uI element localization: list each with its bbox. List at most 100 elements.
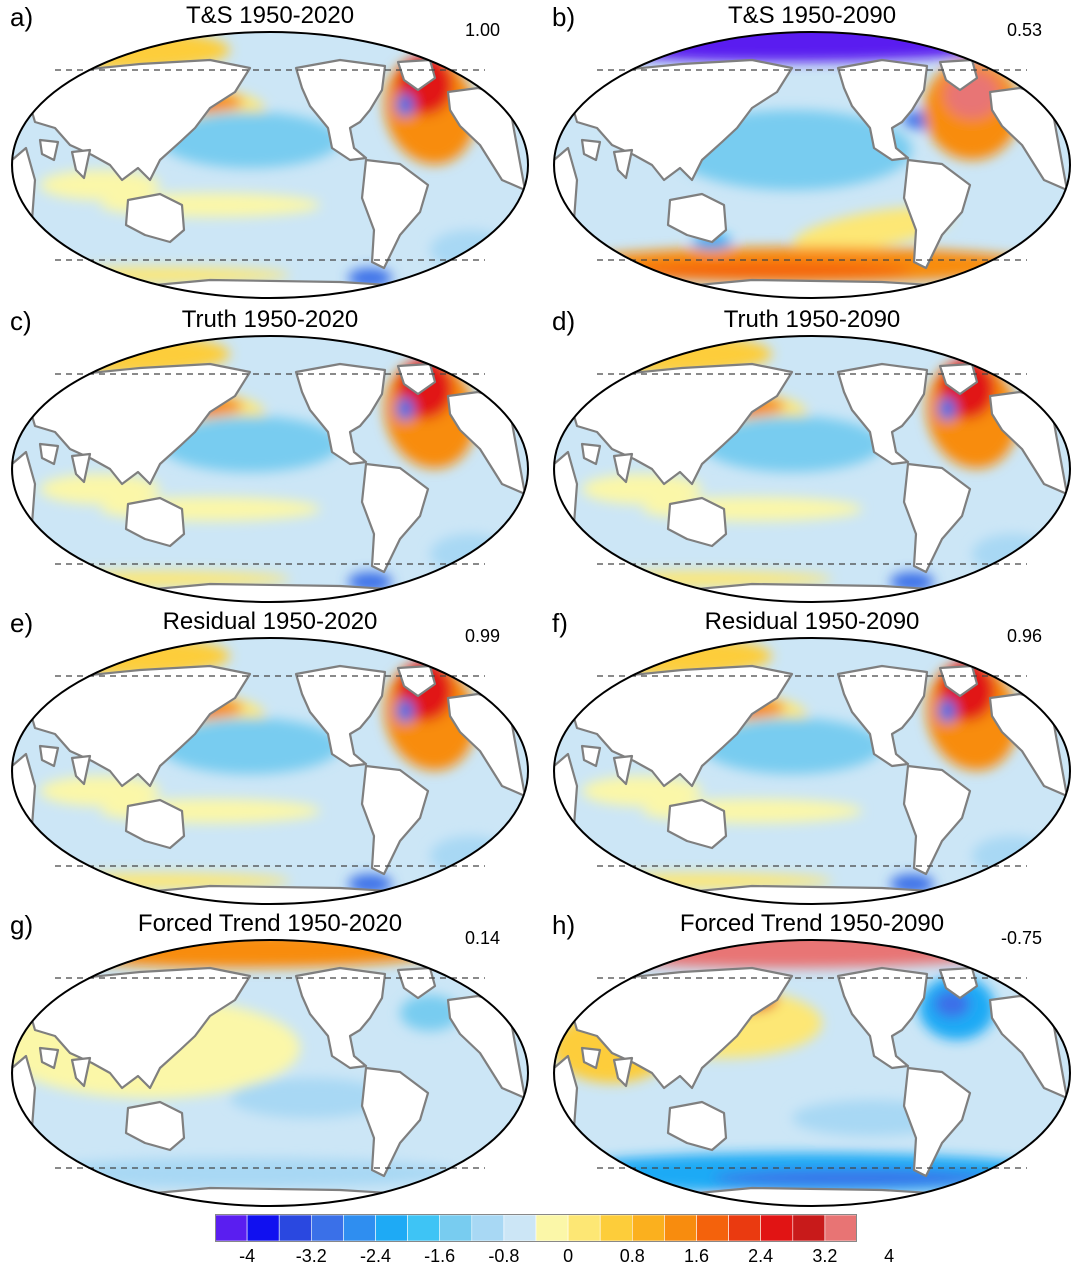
colorbar-tick-label: -0.8 bbox=[488, 1246, 520, 1266]
pattern-correlation: 0.53 bbox=[1006, 20, 1042, 40]
map-panel: a) T&S 1950-2020 1.00 bbox=[10, 2, 530, 302]
india-landmass bbox=[612, 754, 634, 786]
panel-title: Residual 1950-2090 bbox=[704, 608, 920, 635]
south-america-landmass bbox=[360, 158, 430, 270]
pattern-correlation: 0.14 bbox=[464, 928, 500, 948]
map-panel: c) Truth 1950-2020 bbox=[10, 306, 530, 606]
south-america-landmass bbox=[360, 462, 430, 574]
arabia-landmass bbox=[580, 1046, 602, 1070]
arabia-landmass bbox=[580, 442, 602, 466]
panel-letter: f) bbox=[552, 608, 568, 638]
panel-title: T&S 1950-2020 bbox=[185, 2, 355, 29]
world-map bbox=[11, 31, 529, 299]
pattern-correlation: -0.75 bbox=[1000, 928, 1042, 948]
panel-letter: e) bbox=[10, 608, 34, 638]
australia-landmass bbox=[124, 496, 186, 548]
panel-letter: a) bbox=[10, 2, 34, 32]
colorbar-swatch bbox=[407, 1214, 441, 1242]
colorbar-tick-label: -4 bbox=[239, 1246, 256, 1266]
north-america-landmass bbox=[836, 664, 929, 768]
india-landmass bbox=[70, 452, 92, 484]
panel-title: Forced Trend 1950-2090 bbox=[679, 910, 945, 937]
world-map bbox=[11, 637, 529, 905]
panel-letter: g) bbox=[10, 910, 34, 940]
map-border bbox=[553, 939, 1071, 1207]
arctic-red-patch bbox=[30, 639, 110, 663]
arabia-landmass bbox=[38, 442, 60, 466]
panel-title: Forced Trend 1950-2020 bbox=[137, 910, 403, 937]
colorbar-swatch bbox=[535, 1214, 569, 1242]
pattern-correlation: 0.96 bbox=[1006, 626, 1042, 646]
central-pacific-blue bbox=[160, 718, 340, 774]
map-panel: d) Truth 1950-2090 bbox=[552, 306, 1072, 606]
arabia-landmass bbox=[38, 138, 60, 162]
arctic-red-patch bbox=[30, 337, 110, 361]
map-panel: f) Residual 1950-2090 0.96 bbox=[552, 608, 1072, 908]
arctic-purple-band bbox=[554, 32, 1052, 62]
world-map bbox=[553, 637, 1071, 905]
colorbar-swatch bbox=[439, 1214, 473, 1242]
panel-title: Residual 1950-2020 bbox=[162, 608, 378, 635]
colorbar-swatch bbox=[696, 1214, 729, 1242]
panel-letter: c) bbox=[10, 306, 32, 336]
arctic-red-patch bbox=[30, 33, 110, 57]
map-border bbox=[553, 335, 1071, 603]
north-america-landmass bbox=[294, 362, 387, 466]
arabia-landmass bbox=[580, 138, 602, 162]
south-america-landmass bbox=[360, 764, 430, 876]
north-america-landmass bbox=[836, 58, 929, 162]
north-atlantic-blue bbox=[400, 995, 460, 1031]
southern-ocean-deep-blue bbox=[712, 1170, 992, 1186]
panel-letter: h) bbox=[552, 910, 576, 940]
greenland-landmass bbox=[938, 362, 979, 396]
colorbar-swatch bbox=[664, 1214, 697, 1242]
colorbar bbox=[215, 1214, 857, 1242]
indian-ocean-yellow bbox=[40, 776, 160, 806]
central-pacific-blue bbox=[702, 718, 882, 774]
arctic-pink-band bbox=[554, 940, 1042, 968]
south-america-landmass bbox=[902, 462, 972, 574]
indian-ocean-yellow bbox=[40, 170, 160, 200]
colorbar-swatch bbox=[760, 1214, 794, 1242]
panel-title: Truth 1950-2020 bbox=[181, 306, 359, 333]
south-america-landmass bbox=[902, 764, 972, 876]
colorbar-swatch bbox=[278, 1214, 312, 1242]
australia-landmass bbox=[666, 496, 728, 548]
indian-ocean-yellow bbox=[582, 474, 702, 504]
india-landmass bbox=[612, 1056, 634, 1088]
australia-landmass bbox=[124, 1100, 186, 1152]
north-america-landmass bbox=[294, 966, 387, 1070]
world-map bbox=[553, 939, 1071, 1207]
central-pacific-blue bbox=[702, 416, 882, 472]
colorbar-tick-label: 3.2 bbox=[812, 1246, 838, 1266]
central-pacific-blue bbox=[160, 112, 340, 168]
greenland-landmass bbox=[396, 58, 437, 92]
world-map bbox=[553, 31, 1071, 299]
map-border bbox=[11, 335, 529, 603]
colorbar-tick-label: 0.8 bbox=[619, 1246, 645, 1266]
greenland-landmass bbox=[938, 664, 979, 698]
central-pacific-blue bbox=[160, 416, 340, 472]
australia-landmass bbox=[124, 192, 186, 244]
panel-title: Truth 1950-2090 bbox=[723, 306, 901, 333]
greenland-landmass bbox=[396, 966, 437, 1000]
colorbar-tick-label: -2.4 bbox=[359, 1246, 392, 1266]
australia-landmass bbox=[666, 1100, 728, 1152]
greenland-landmass bbox=[396, 362, 437, 396]
colorbar-swatch bbox=[215, 1214, 248, 1242]
greenland-landmass bbox=[396, 664, 437, 698]
greenland-landmass bbox=[938, 966, 979, 1000]
map-panel: b) T&S 1950-2090 0.53 bbox=[552, 2, 1072, 302]
indian-ocean-yellow bbox=[40, 474, 160, 504]
map-panel: g) Forced Trend 1950-2020 0.14 bbox=[10, 910, 530, 1210]
colorbar-outline bbox=[215, 1214, 857, 1242]
southeast-pacific-blue bbox=[230, 1078, 390, 1118]
map-border bbox=[11, 939, 529, 1207]
world-map bbox=[11, 939, 529, 1207]
north-america-landmass bbox=[836, 966, 929, 1070]
map-border bbox=[11, 637, 529, 905]
southern-ocean-red-streak bbox=[632, 262, 912, 278]
south-america-landmass bbox=[902, 1066, 972, 1178]
map-border bbox=[553, 637, 1071, 905]
colorbar-tick-label: -1.6 bbox=[424, 1246, 456, 1266]
